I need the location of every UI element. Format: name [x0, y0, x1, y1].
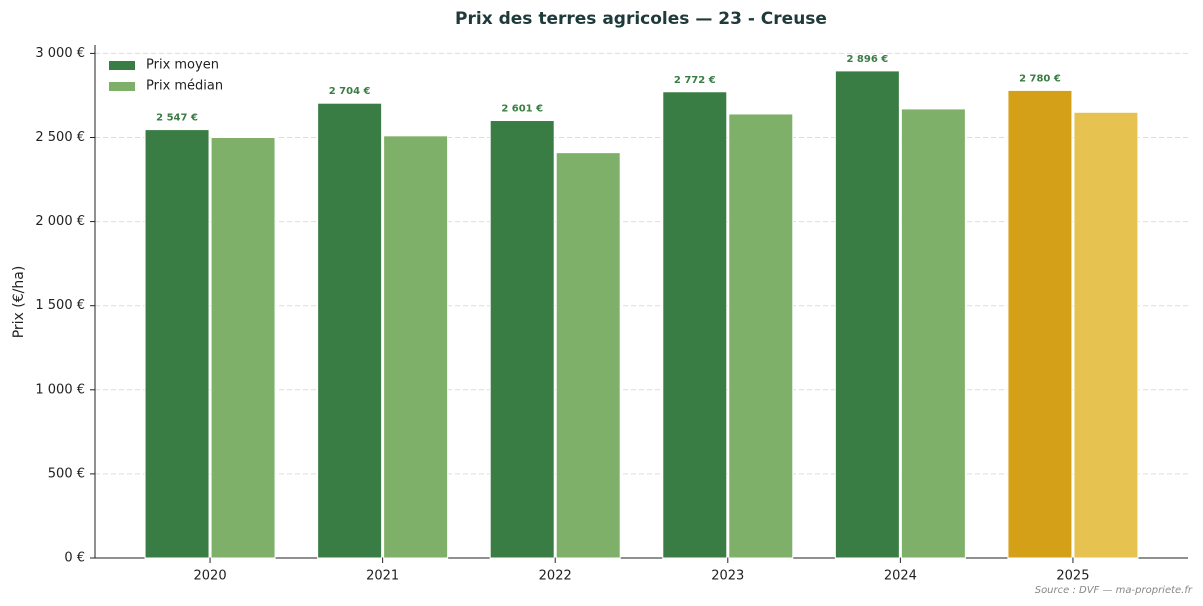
x-tick-label: 2024 — [884, 569, 917, 584]
legend-swatch — [109, 82, 135, 91]
y-tick-label: 1 000 € — [35, 382, 85, 397]
value-label: 2 780 € — [1019, 73, 1061, 84]
value-label: 2 601 € — [501, 104, 543, 115]
source: Source : DVF — ma-propriete.fr — [1035, 585, 1193, 596]
legend-label: Prix moyen — [146, 58, 219, 73]
bar — [900, 108, 966, 559]
bar — [210, 137, 276, 559]
x-tick-label: 2025 — [1056, 569, 1089, 584]
value-label: 2 772 € — [674, 75, 716, 86]
x-tick-label: 2022 — [539, 569, 572, 584]
y-tick-label: 0 € — [64, 551, 85, 566]
x-tick-label: 2023 — [711, 569, 744, 584]
bar — [383, 135, 449, 559]
bar — [1073, 111, 1139, 559]
bar — [144, 129, 210, 559]
bar — [555, 152, 621, 559]
bar — [317, 102, 383, 559]
bar — [834, 70, 900, 559]
legend-label: Prix médian — [146, 79, 223, 94]
y-tick-label: 500 € — [48, 466, 85, 481]
x-tick-label: 2020 — [194, 569, 227, 584]
y-tick-label: 2 500 € — [35, 130, 85, 145]
bar — [1007, 89, 1073, 559]
bar — [662, 91, 728, 559]
y-tick-label: 3 000 € — [35, 46, 85, 61]
y-tick-label: 2 000 € — [35, 214, 85, 229]
value-label: 2 896 € — [846, 54, 888, 65]
bar — [728, 113, 794, 559]
bar — [489, 120, 555, 559]
y-axis-label: Prix (€/ha) — [11, 266, 27, 339]
y-tick-label: 1 500 € — [35, 298, 85, 313]
value-label: 2 704 € — [329, 86, 371, 97]
chart-title: Prix des terres agricoles — 23 - Creuse — [455, 9, 827, 29]
legend-swatch — [109, 61, 135, 70]
value-label: 2 547 € — [156, 113, 198, 124]
x-tick-label: 2021 — [366, 569, 399, 584]
